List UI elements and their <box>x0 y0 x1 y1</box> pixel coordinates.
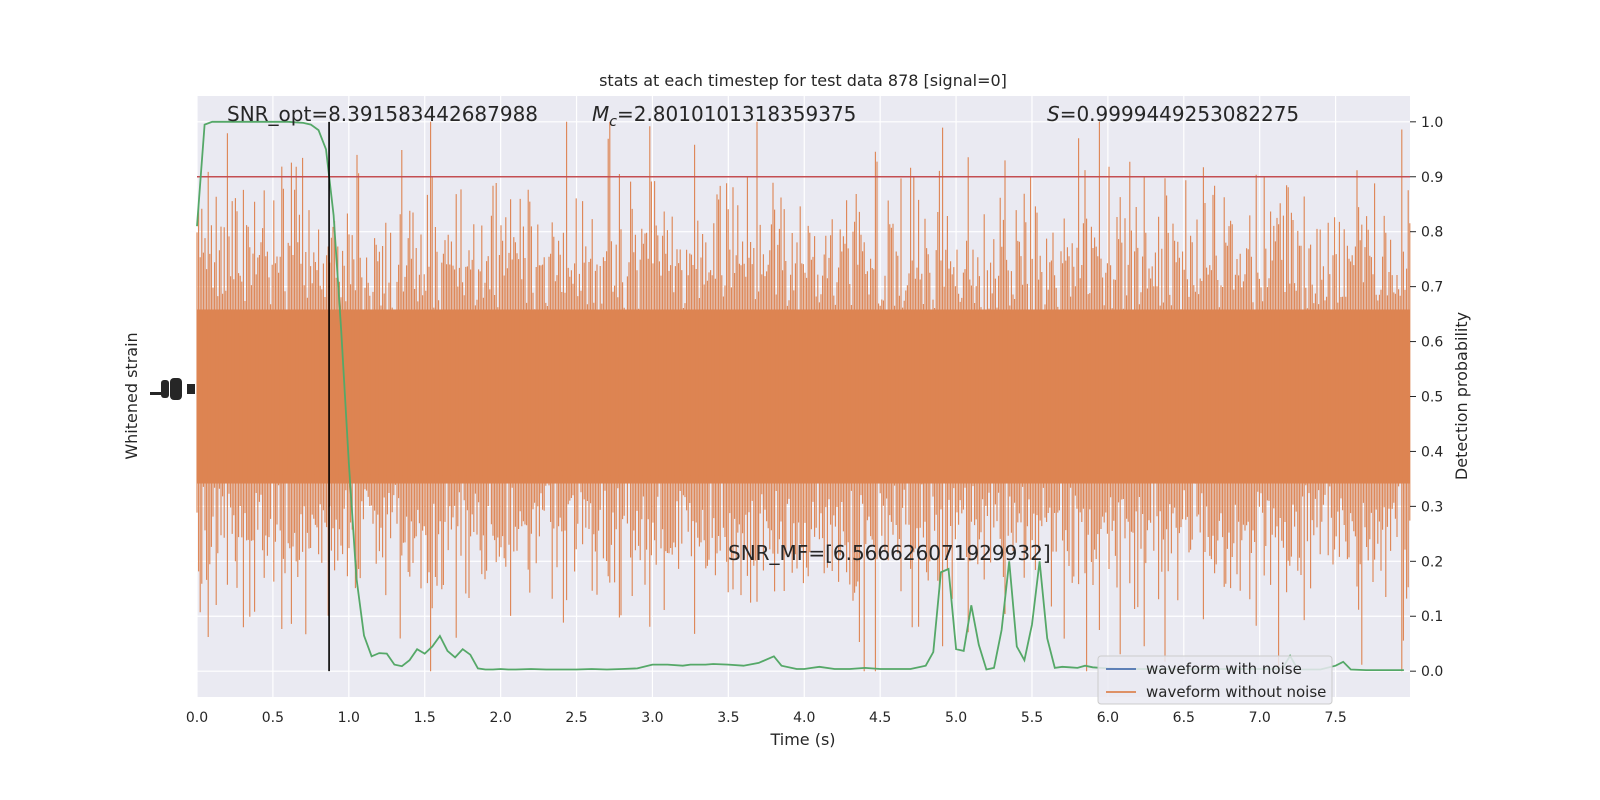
legend-box <box>1097 655 1333 705</box>
left-axis-ticks <box>150 378 195 400</box>
strain-trace <box>196 121 1411 672</box>
overlap-value: =0.9999449253082275 <box>1060 102 1299 126</box>
y-tick-label: 0.1 <box>1421 609 1443 625</box>
x-tick-label: 0.5 <box>262 710 284 726</box>
strain-series-without-noise <box>196 121 1411 672</box>
y-tick-label: 0.6 <box>1421 335 1443 351</box>
x-tick-label: 3.5 <box>717 710 739 726</box>
chirp-mass-annotation: Mc=2.8010101318359375 <box>592 102 856 130</box>
y-tick-label: 0.8 <box>1421 225 1443 241</box>
y-tick-label: 0.4 <box>1421 444 1443 460</box>
x-axis-label: Time (s) <box>769 730 835 749</box>
y-tick-label: 0.2 <box>1421 554 1443 570</box>
y-tick-label: 0.0 <box>1421 664 1443 680</box>
snr-mf-annotation: SNR_MF=[6.566626071929932] <box>728 541 1051 565</box>
x-tick-label: 6.0 <box>1097 710 1119 726</box>
chirp-mass-value: =2.8010101318359375 <box>617 102 856 126</box>
x-tick-label: 0.0 <box>186 710 208 726</box>
x-tick-label: 6.5 <box>1173 710 1195 726</box>
x-tick-label: 3.0 <box>641 710 663 726</box>
x-tick-label: 1.0 <box>338 710 360 726</box>
right-axis-label: Detection probability <box>1452 312 1471 480</box>
x-axis-ticks: 0.0 0.5 1.0 1.5 2.0 2.5 3.0 3.5 4.0 4.5 5.0 5.5 6.0 6… <box>186 710 1347 726</box>
x-tick-label: 7.5 <box>1324 710 1346 726</box>
x-tick-label: 4.5 <box>869 710 891 726</box>
x-tick-label: 2.5 <box>565 710 587 726</box>
y-tick-label: 0.5 <box>1421 390 1443 406</box>
right-axis-ticks: 0.0 0.1 0.2 0.3 0.4 0.5 0.6 0.7 0.8 0.9 1.0 <box>1410 115 1443 680</box>
y-tick-label: 1.0 <box>1421 115 1443 131</box>
left-axis-label: Whitened strain <box>122 332 141 459</box>
y-tick-label: 0.9 <box>1421 170 1443 186</box>
x-tick-label: 7.0 <box>1249 710 1271 726</box>
x-tick-label: 4.0 <box>793 710 815 726</box>
chart-title: stats at each timestep for test data 878… <box>599 71 1007 90</box>
legend: waveform with noise waveform without noi… <box>1097 655 1333 705</box>
x-tick-label: 1.5 <box>414 710 436 726</box>
legend-label-without-noise: waveform without noise <box>1146 683 1326 701</box>
x-tick-label: 2.0 <box>489 710 511 726</box>
legend-label-with-noise: waveform with noise <box>1146 660 1302 678</box>
overlap-annotation: S=0.9999449253082275 <box>1047 102 1299 126</box>
x-tick-label: 5.0 <box>945 710 967 726</box>
x-tick-label: 5.5 <box>1021 710 1043 726</box>
y-tick-label: 0.7 <box>1421 280 1443 296</box>
snr-opt-annotation: SNR_opt=8.391583442687988 <box>227 102 538 126</box>
y-tick-label: 0.3 <box>1421 499 1443 515</box>
